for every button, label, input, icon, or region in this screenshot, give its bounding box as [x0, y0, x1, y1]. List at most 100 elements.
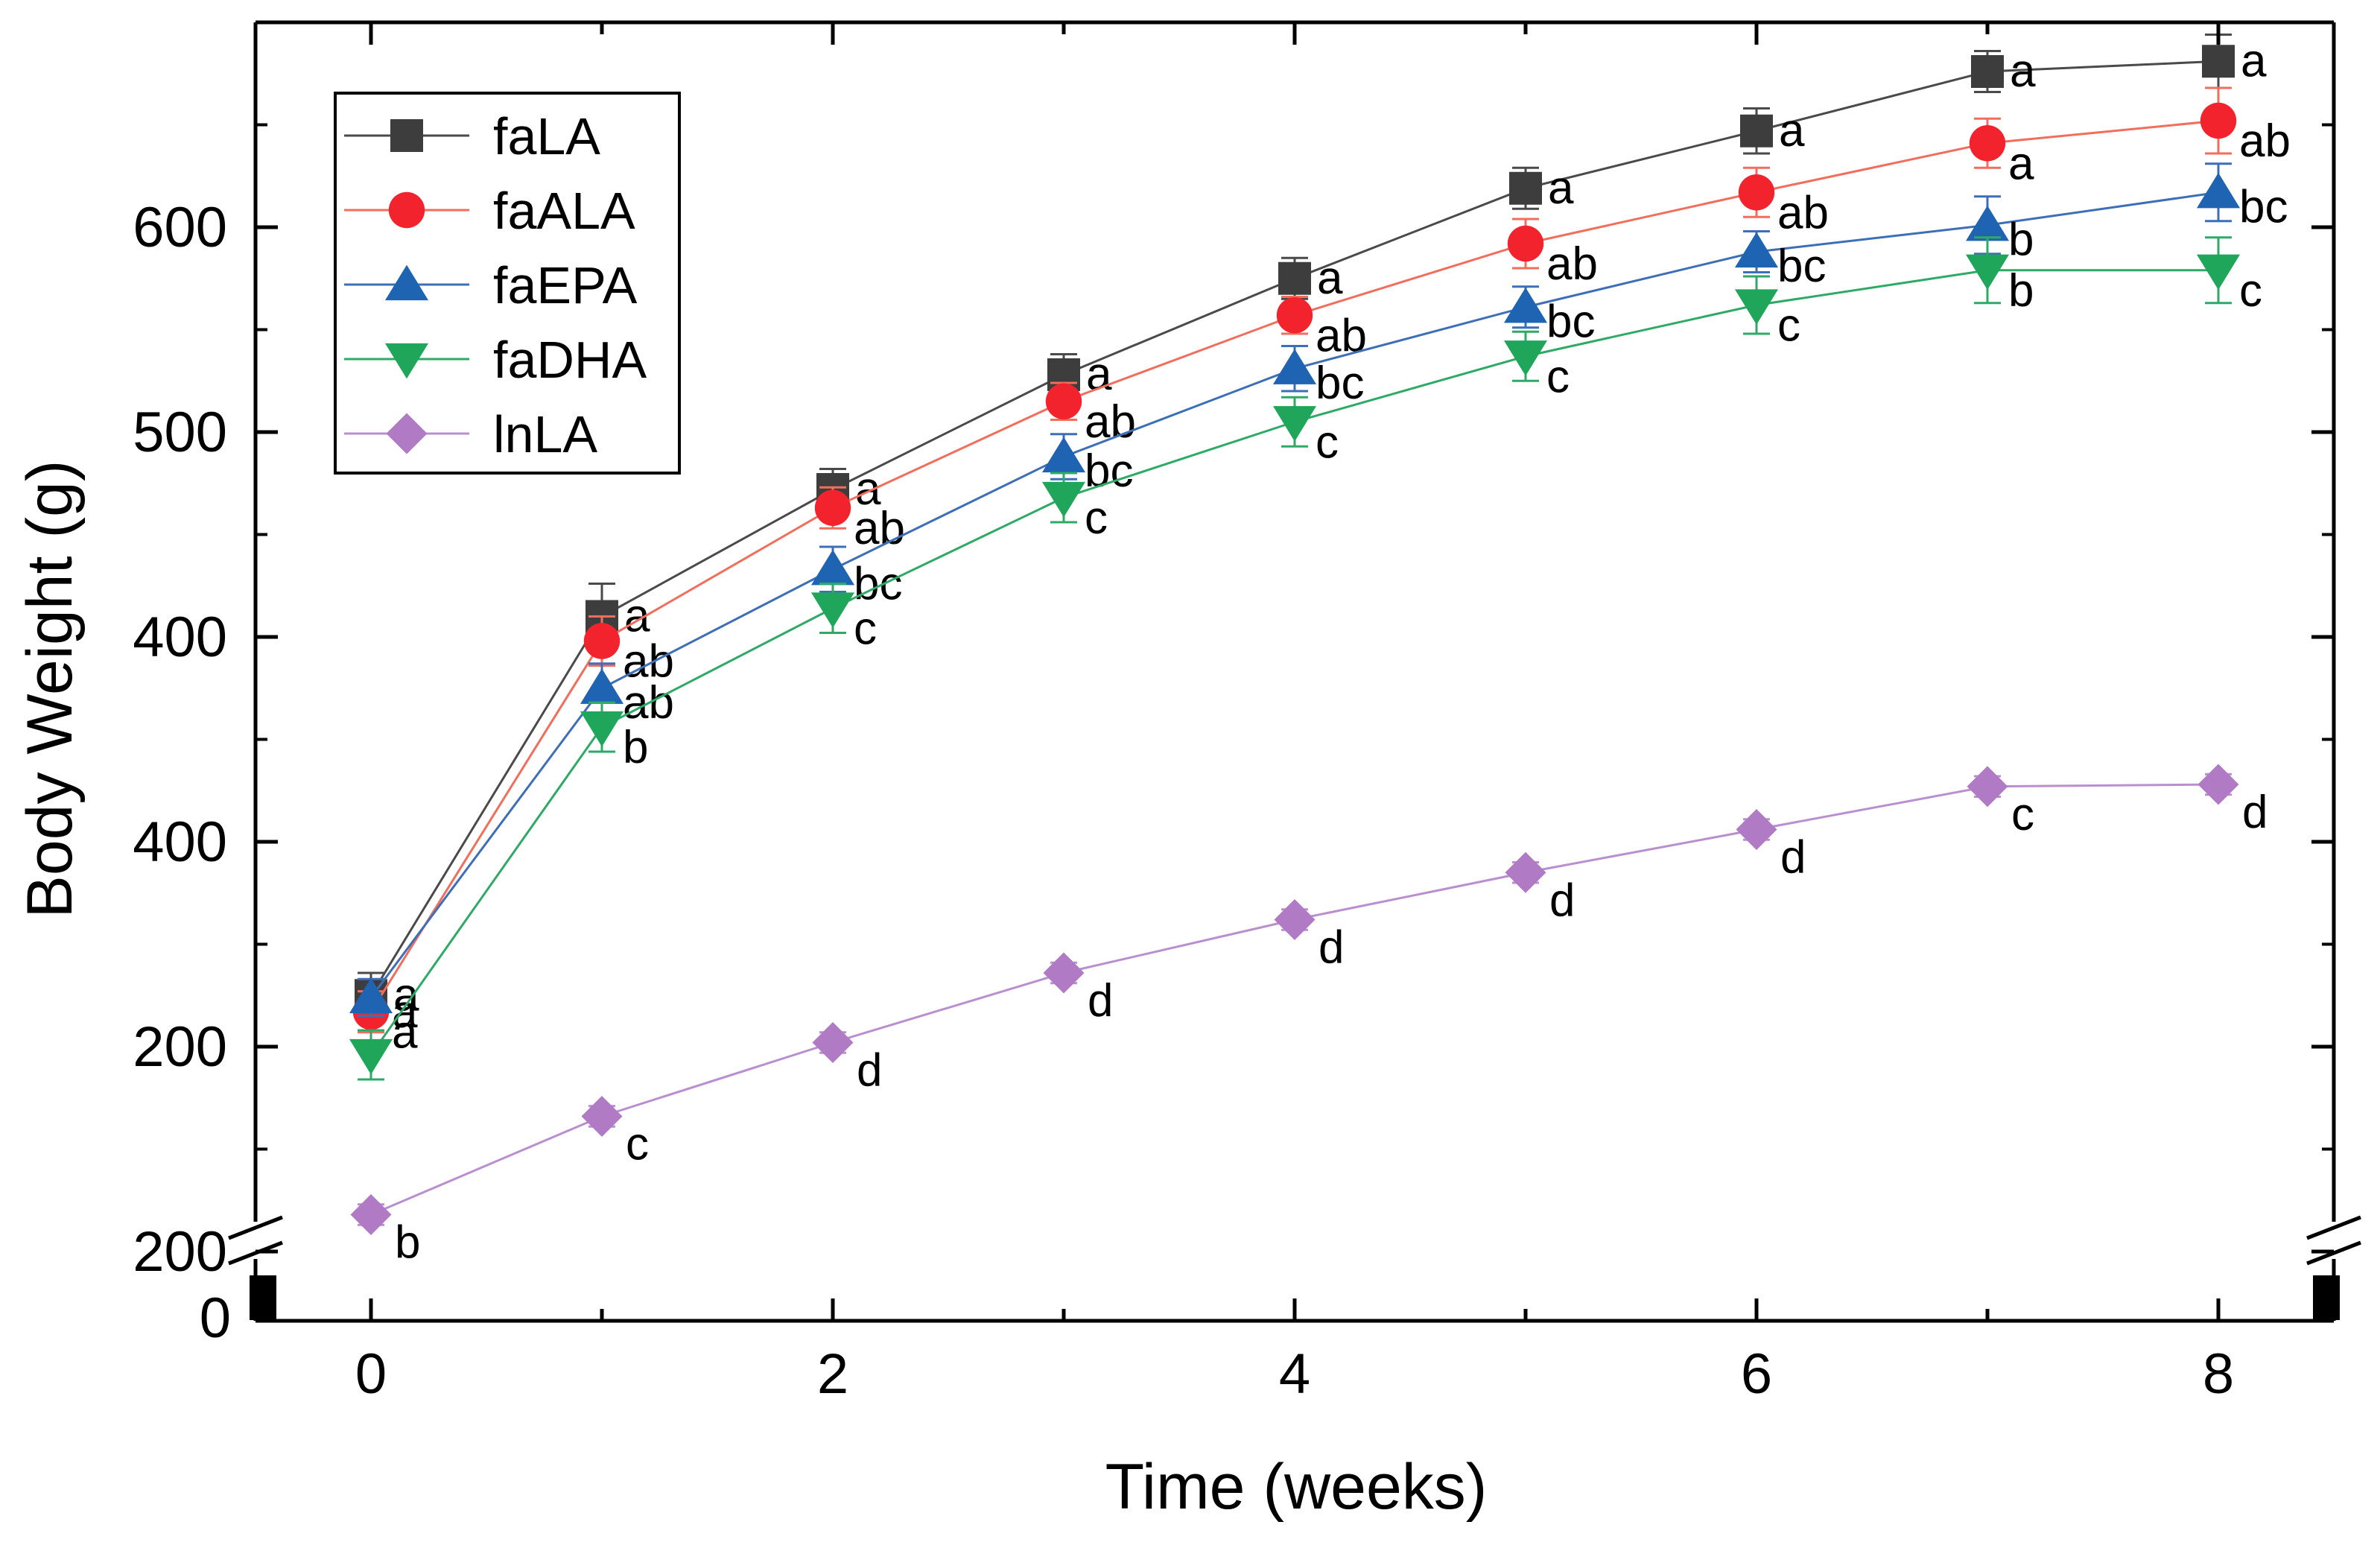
y-axis-title: Body Weight (g)	[14, 460, 86, 918]
data-point-faEPA	[1041, 437, 1086, 473]
axis-break-mark	[2306, 1215, 2361, 1240]
axis-break-mark	[228, 1215, 283, 1240]
significance-letter: d	[1549, 875, 1575, 926]
significance-letter: a	[1779, 105, 1805, 156]
y-tick-label: 400	[133, 811, 227, 874]
significance-letter: a	[1548, 162, 1574, 214]
significance-letter: b	[623, 722, 648, 773]
data-point-faDHA	[580, 711, 624, 747]
legend-item-faALA: faALA	[344, 182, 635, 240]
x-tick-label: 4	[1279, 1342, 1310, 1406]
significance-letter: b	[395, 1217, 420, 1269]
data-point-faEPA	[2196, 172, 2241, 209]
y-break-zero-label: 0	[200, 1287, 231, 1350]
data-point-faDHA	[349, 1038, 393, 1075]
x-tick-label: 2	[817, 1342, 848, 1406]
significance-letter: c	[854, 603, 877, 655]
data-point-lnLA	[812, 1022, 854, 1063]
legend-item-faLA: faLA	[344, 107, 600, 165]
data-point-faALA	[1507, 225, 1544, 262]
legend-item-lnLA: lnLA	[344, 405, 597, 463]
data-point-faLA	[1740, 114, 1773, 148]
significance-letter: d	[2242, 787, 2268, 838]
data-point-faEPA	[1503, 287, 1548, 323]
significance-letter: d	[857, 1045, 882, 1097]
significance-letter: c	[626, 1119, 649, 1170]
significance-letter: a	[2008, 138, 2034, 189]
significance-letter: c	[2011, 789, 2034, 840]
data-point-lnLA	[1736, 809, 1777, 850]
significance-letter: a	[2010, 45, 2036, 97]
data-point-faEPA	[1272, 349, 1317, 384]
legend: faLA faALA faEPA faDHA lnLA	[334, 92, 681, 475]
legend-item-faDHA: faDHA	[344, 331, 647, 389]
legend-label: faEPA	[493, 256, 638, 314]
significance-letter: bc	[2239, 181, 2288, 232]
significance-letter: bc	[1546, 296, 1595, 347]
y-tick-label: 400	[133, 606, 227, 669]
legend-marker-faALA	[388, 191, 425, 229]
axis-break-block-right	[2313, 1275, 2340, 1320]
data-point-faALA	[1276, 297, 1313, 334]
legend-marker-faEPA	[384, 264, 429, 301]
data-point-faDHA	[2196, 254, 2241, 291]
x-tick-label: 8	[2203, 1342, 2234, 1406]
axes-layer: 200 200 400 400 500 600 0 2 4 6 8	[133, 20, 2361, 1406]
x-axis-title: Time (weeks)	[1105, 1451, 1488, 1523]
legend-label: faALA	[493, 182, 635, 240]
significance-letter: a	[2241, 35, 2267, 86]
y-tick-label: 500	[133, 401, 227, 464]
legend-label: lnLA	[493, 405, 597, 463]
data-point-faEPA	[580, 668, 624, 704]
significance-letter: bc	[1777, 241, 1826, 292]
significance-letter: b	[2008, 214, 2034, 265]
data-point-lnLA	[1274, 899, 1316, 940]
significance-letter: ab	[1546, 238, 1598, 290]
data-point-faALA	[1738, 174, 1775, 211]
x-tick-label: 6	[1741, 1342, 1772, 1406]
significance-letter: d	[1780, 832, 1806, 884]
significance-letter: bc	[854, 558, 902, 609]
data-point-faALA	[1969, 125, 2006, 162]
significance-letter: c	[1777, 300, 1800, 352]
significance-letter: a	[392, 1006, 418, 1058]
significance-letter: b	[2008, 265, 2034, 317]
data-point-faEPA	[1734, 232, 1779, 268]
legend-box	[334, 92, 681, 475]
legend-marker-faDHA	[384, 343, 429, 379]
significance-letter: c	[1546, 351, 1570, 402]
data-point-faLA	[1509, 171, 1542, 205]
significance-letter: ab	[2239, 115, 2291, 167]
significance-letter: a	[855, 463, 881, 515]
data-point-faLA	[1278, 261, 1311, 295]
data-point-lnLA	[1967, 766, 2008, 808]
data-point-faDHA	[1272, 406, 1317, 442]
data-point-faALA	[814, 489, 851, 526]
y-tick-label: 600	[133, 196, 227, 259]
x-tick-label: 0	[355, 1342, 387, 1406]
data-point-faLA	[2202, 45, 2235, 78]
data-point-faALA	[583, 623, 621, 659]
legend-item-faEPA: faEPA	[344, 256, 638, 314]
data-point-faEPA	[1965, 205, 2010, 241]
series-lnLA: b c d d d d d c d	[350, 764, 2268, 1269]
data-point-lnLA	[1043, 952, 1085, 994]
significance-letter: ab	[623, 636, 674, 688]
significance-letter: ab	[1316, 310, 1367, 361]
legend-marker-faLA	[390, 119, 423, 152]
data-point-faEPA	[810, 549, 855, 586]
data-point-faEPA	[349, 977, 393, 1014]
data-point-faALA	[2200, 102, 2237, 139]
significance-letter: c	[1316, 416, 1339, 468]
significance-letter: c	[2239, 265, 2262, 317]
y-tick-label: 200	[133, 1015, 227, 1079]
data-point-faDHA	[1965, 254, 2010, 291]
data-point-faALA	[1045, 383, 1082, 419]
data-point-faDHA	[810, 592, 855, 628]
significance-letter: bc	[1316, 358, 1364, 409]
